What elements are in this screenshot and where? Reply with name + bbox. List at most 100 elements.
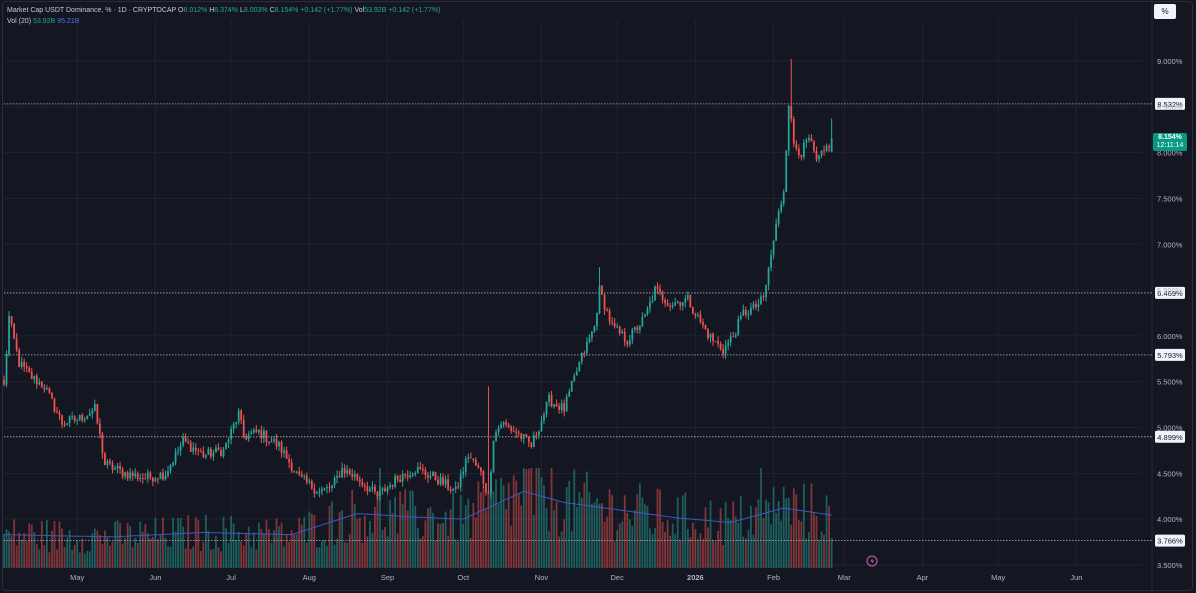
volume-bar — [104, 530, 106, 568]
candle-body — [787, 105, 790, 151]
volume-bar — [295, 534, 298, 568]
volume-bar — [280, 522, 283, 568]
volume-bar — [86, 550, 89, 568]
volume-bar — [760, 468, 762, 568]
candle-body — [646, 308, 649, 315]
volume-bar — [167, 546, 169, 568]
x-tick-label: Oct — [457, 573, 470, 582]
volume-bar — [391, 513, 394, 568]
candle-body — [633, 327, 636, 330]
candle-body — [724, 345, 727, 354]
candle-body — [823, 150, 825, 152]
candle-body — [636, 327, 639, 330]
volume-bar — [593, 502, 596, 568]
volume-bar — [273, 530, 275, 568]
volume-bar — [805, 538, 808, 568]
y-tick-label: 6.500% — [1157, 286, 1183, 295]
percent-scale-button[interactable]: % — [1154, 4, 1176, 19]
volume-study-label[interactable]: Vol (20) — [7, 18, 32, 25]
volume-bar — [275, 518, 278, 568]
volume-bar — [394, 496, 396, 568]
candle-body — [765, 284, 767, 298]
volume-bar — [633, 509, 636, 568]
volume-bar — [457, 541, 460, 568]
candle-body — [242, 419, 245, 437]
candle-body — [13, 323, 15, 339]
candle-body — [601, 285, 603, 295]
candle-body — [263, 430, 265, 439]
volume-bar — [202, 542, 205, 568]
candle-body — [255, 429, 258, 433]
volume-bar — [825, 495, 828, 568]
volume-bar — [316, 547, 318, 568]
candle-body — [288, 458, 291, 463]
candle-body — [684, 298, 687, 303]
candle-body — [73, 416, 76, 421]
candle-body — [280, 441, 283, 453]
volume-bar — [260, 528, 263, 568]
candle-body — [608, 310, 611, 322]
candle-body — [707, 329, 709, 338]
x-tick-label: 2026 — [687, 573, 704, 582]
volume-bar — [570, 531, 573, 568]
candle-body — [83, 419, 86, 421]
candle-body — [151, 477, 154, 482]
volume-bar — [232, 523, 235, 568]
volume-bar — [439, 523, 442, 568]
volume-bar — [449, 509, 452, 568]
lightning-event-icon[interactable] — [866, 555, 878, 567]
candle-body — [119, 466, 121, 469]
volume-bar — [623, 495, 626, 568]
volume-bar — [13, 519, 15, 568]
candle-body — [124, 472, 127, 477]
candle-body — [732, 336, 735, 338]
volume-bar — [336, 538, 338, 568]
candle-body — [338, 475, 341, 478]
volume-bar — [222, 516, 225, 568]
volume-bar — [560, 531, 563, 568]
candle-body — [134, 473, 137, 477]
candle-body — [830, 138, 833, 152]
candle-body — [515, 431, 518, 433]
volume-bar — [636, 494, 639, 568]
candle-body — [346, 469, 349, 474]
candle-body — [207, 448, 210, 455]
candle-body — [714, 341, 717, 343]
candle-body — [432, 472, 434, 476]
volume-bar — [242, 545, 245, 568]
volume-bar — [452, 492, 455, 568]
price-axis[interactable]: 9.000% 8.500% 8.000% 7.500% 7.000% 6.500% 6.00… — [1157, 57, 1183, 570]
y-tick-label: 8.000% — [1157, 149, 1183, 158]
volume-bar — [66, 537, 68, 568]
candle-body — [285, 450, 288, 459]
candle-body — [48, 388, 51, 393]
volume-bar — [790, 524, 793, 568]
time-axis[interactable]: May Jun Jul Aug Sep Oct Nov Dec 2026 Feb Mar Apr May… — [70, 573, 1082, 582]
candle-body — [457, 486, 460, 488]
volume-bar — [742, 536, 745, 568]
candle-body — [802, 142, 805, 158]
candle-body — [593, 326, 596, 332]
candle-body — [805, 140, 808, 143]
volume-bar — [702, 539, 704, 568]
volume-bar — [119, 522, 121, 568]
volume-bar — [30, 524, 33, 568]
symbol-title[interactable]: Market Cap USDT Dominance, % · 1D · CRYP… — [7, 7, 177, 14]
volume-bar — [679, 539, 682, 568]
volume-bar — [136, 542, 139, 568]
candle-body — [689, 294, 692, 308]
volume-bar — [146, 533, 149, 568]
x-tick-label: May — [70, 573, 84, 582]
y-tick-label: 5.000% — [1157, 424, 1183, 433]
y-tick-label: 8.500% — [1157, 103, 1183, 112]
x-tick-label: Apr — [917, 573, 929, 582]
volume-bar — [159, 535, 162, 568]
event-marker[interactable] — [866, 555, 878, 567]
candle-body — [734, 335, 737, 337]
candle-body — [538, 431, 540, 436]
candle-body — [694, 313, 697, 316]
level-tag-label: 3.766% — [1157, 537, 1183, 546]
candle-body — [674, 302, 677, 305]
candle-body — [139, 478, 142, 480]
